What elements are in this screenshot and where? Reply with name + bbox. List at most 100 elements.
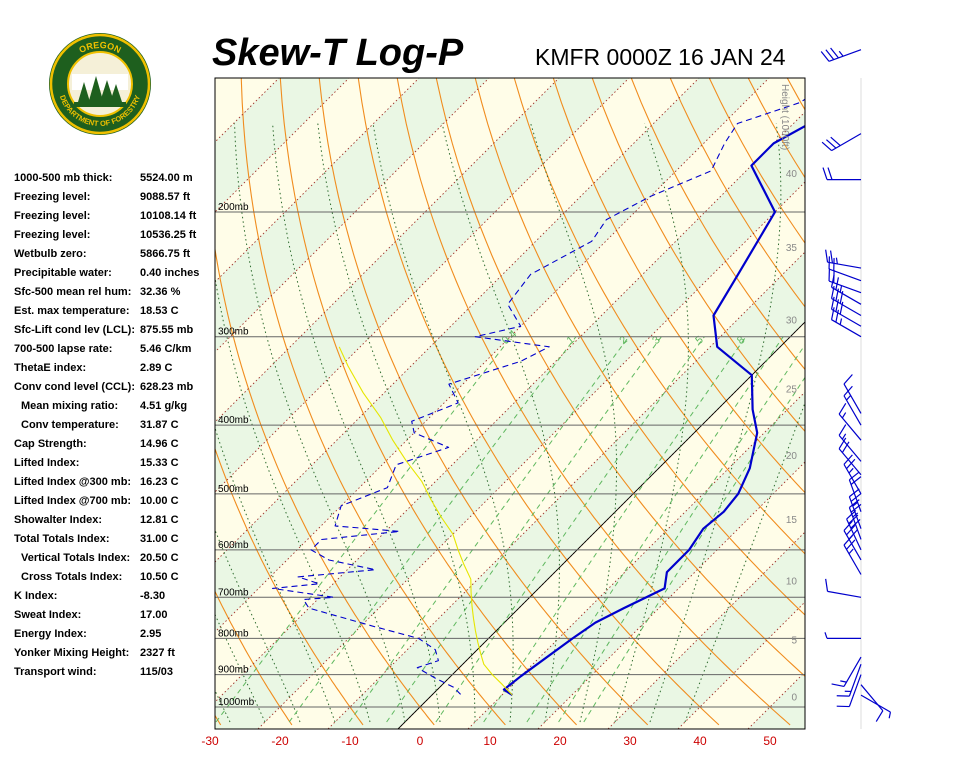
- isotherm-line: [257, 181, 805, 729]
- mixing-ratio-line: [348, 336, 630, 723]
- wind-barb-staff: [831, 297, 862, 317]
- dry-adiabat: [552, 78, 805, 494]
- stat-row: Lifted Index: 15.33 C: [14, 454, 214, 473]
- stat-row: K Index: -8.30: [14, 587, 214, 606]
- isobar-label: 1000mb: [218, 697, 255, 708]
- stat-value: 4.51 g/kg: [140, 400, 188, 412]
- stat-row: Mean mixing ratio: 4.51 g/kg: [14, 397, 214, 416]
- stat-label: Yonker Mixing Height:: [14, 647, 130, 659]
- wind-barb-staff: [827, 261, 862, 269]
- height-tick-label: 10: [786, 576, 798, 587]
- isobar-label: 600mb: [218, 540, 249, 551]
- wind-barb: [838, 403, 862, 441]
- dry-adiabat: [513, 78, 805, 555]
- parcel-line: [338, 346, 513, 696]
- wind-barb-flag: [846, 524, 856, 536]
- stat-label: Freezing level:: [14, 191, 91, 203]
- height-tick-label: 20: [786, 451, 798, 462]
- stat-label: 1000-500 mb thick:: [14, 172, 113, 184]
- wind-barb-staff: [848, 479, 862, 512]
- stat-label: Freezing level:: [14, 210, 91, 222]
- mixing-ratio-line: [483, 336, 747, 723]
- stat-value: 31.00 C: [140, 533, 179, 545]
- wind-barb-flag: [838, 437, 847, 450]
- wind-barb-flag: [822, 167, 828, 180]
- wind-barb-flag: [850, 476, 862, 485]
- stat-row: Freezing level: 9088.57 ft: [14, 188, 214, 207]
- wind-barb: [830, 307, 862, 338]
- stat-label: Cap Strength:: [14, 438, 87, 450]
- stat-label: Precipitable water:: [14, 267, 112, 279]
- wind-barb: [820, 47, 862, 62]
- wind-barb-staff: [848, 496, 862, 529]
- stat-row: Freezing level: 10536.25 ft: [14, 226, 214, 245]
- stat-row: Conv temperature: 31.87 C: [14, 416, 214, 435]
- x-tick-label: 50: [763, 734, 777, 748]
- stat-row: Conv cond level (CCL): 628.23 mb: [14, 378, 214, 397]
- wind-barb-flag: [888, 711, 892, 719]
- wind-barb: [831, 656, 862, 688]
- stat-row: Sfc-500 mean rel hum: 32.36 %: [14, 283, 214, 302]
- stat-label: Conv cond level (CCL):: [14, 381, 136, 393]
- wind-barb-staff: [843, 530, 862, 561]
- wind-barb-flag: [827, 167, 833, 180]
- wind-barb-staff: [843, 383, 862, 414]
- stability-indices-panel: 1000-500 mb thick: 5524.00 m Freezing leve…: [14, 169, 214, 682]
- mixing-ratio-line: [215, 336, 512, 723]
- stat-label: Total Totals Index:: [14, 533, 110, 545]
- wind-barb-flag: [846, 458, 856, 470]
- stat-value: 15.33 C: [140, 457, 179, 469]
- stat-label: Lifted Index @300 mb:: [14, 476, 132, 488]
- wind-barb: [838, 424, 862, 462]
- wind-barb-flag: [825, 49, 835, 61]
- stat-label: Conv temperature:: [21, 419, 119, 431]
- stat-value: 10.00 C: [140, 495, 179, 507]
- stat-value: 16.23 C: [140, 476, 179, 488]
- x-tick-label: -30: [201, 734, 219, 748]
- isotherm-line: [537, 461, 805, 729]
- isotherm-band: [215, 112, 805, 729]
- wind-barb-staff: [860, 694, 891, 713]
- svg-text:OREGON: OREGON: [77, 40, 122, 55]
- wind-barb-staff: [860, 684, 884, 712]
- stat-label: 700-500 lapse rate:: [14, 343, 113, 355]
- stat-value: 10108.14 ft: [140, 210, 197, 222]
- stat-row: Transport wind: 115/03: [14, 663, 214, 682]
- wind-barb-staff: [831, 286, 862, 305]
- wind-barb-flag: [825, 249, 829, 263]
- stat-label: K Index:: [14, 590, 58, 602]
- height-tick-label: 0: [791, 693, 797, 704]
- wind-barb: [824, 632, 861, 639]
- wind-barb-staff: [843, 544, 862, 575]
- mixing-ratio-line: [583, 376, 805, 723]
- wind-barb-flag: [821, 141, 832, 152]
- temperature-line: [502, 124, 805, 697]
- stat-row: 700-500 lapse rate: 5.46 C/km: [14, 340, 214, 359]
- isotherm-band: [0, 78, 209, 729]
- chart-title: Skew-T Log-P: [212, 32, 464, 74]
- wind-barb-staff: [838, 448, 862, 476]
- stat-value: 20.50 C: [140, 552, 179, 564]
- stat-value: 10536.25 ft: [140, 229, 197, 241]
- dry-adiabat: [630, 78, 805, 371]
- wind-barb-flag: [848, 467, 854, 474]
- wind-barb-flag: [846, 539, 856, 550]
- wind-barb: [843, 374, 862, 414]
- stat-row: Wetbulb zero: 5866.75 ft: [14, 245, 214, 264]
- wind-barb-flag: [848, 471, 860, 481]
- stat-value: 17.00: [140, 609, 168, 621]
- stat-value: 5524.00 m: [140, 172, 193, 184]
- wind-barb-flag: [835, 309, 840, 323]
- wind-barb-flag: [852, 512, 859, 518]
- wind-barb-staff: [838, 413, 862, 441]
- isotherm-line: [818, 78, 960, 729]
- dry-adiabat: [669, 78, 805, 308]
- stat-value: 14.96 C: [140, 438, 179, 450]
- stat-row: Cross Totals Index: 10.50 C: [14, 568, 214, 587]
- stat-value: 2.89 C: [140, 362, 173, 374]
- dewpoint-line: [272, 98, 805, 695]
- stat-value: 5.46 C/km: [140, 343, 192, 355]
- isotherm-line: [215, 111, 805, 703]
- isobar-label: 400mb: [218, 415, 249, 426]
- wind-barb: [860, 694, 892, 719]
